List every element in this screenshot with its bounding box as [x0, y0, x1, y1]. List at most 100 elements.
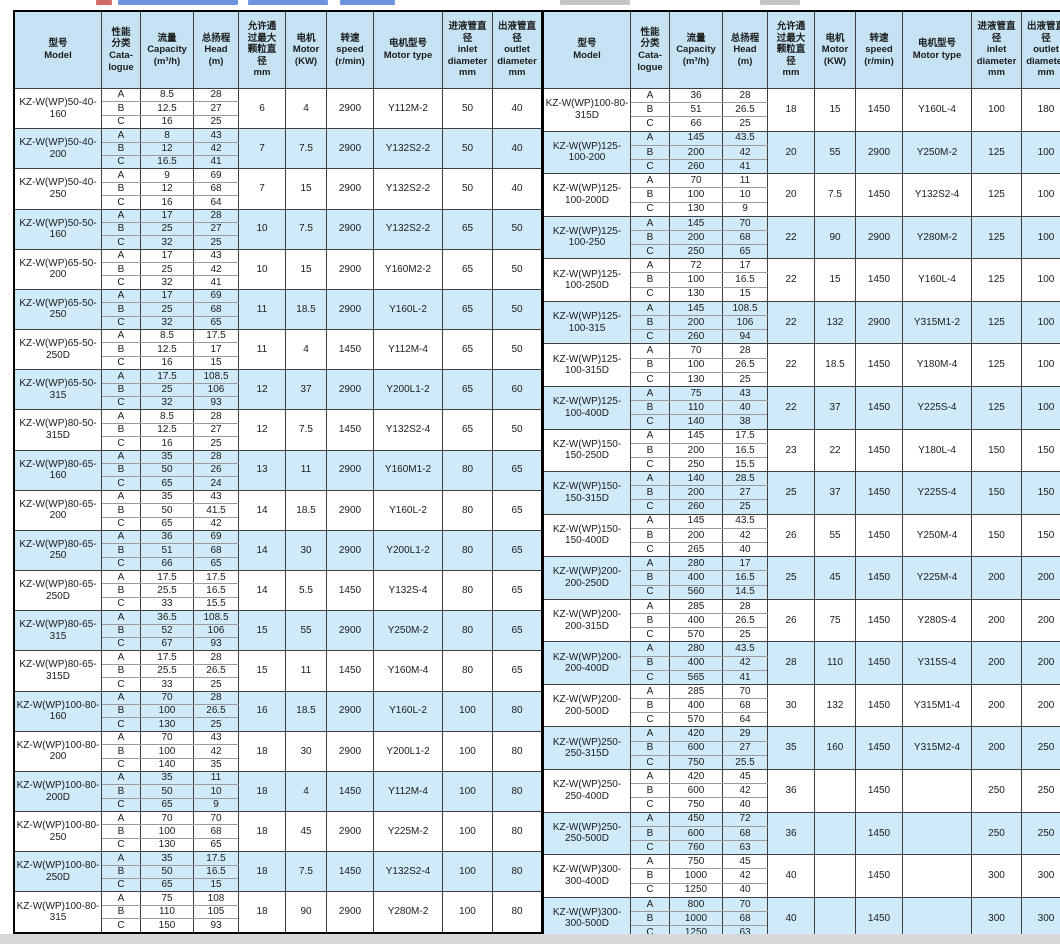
inlet-diameter-cell: 80 — [442, 449, 493, 491]
head-cell: 28 — [722, 598, 768, 614]
capacity-cell: 65 — [140, 878, 194, 893]
table-row: C 260 25 — [543, 499, 1060, 515]
inlet-diameter-cell: 250 — [971, 811, 1022, 856]
table-row: C 570 25 — [543, 627, 1060, 643]
catalogue-cell: B — [101, 543, 141, 558]
motor-type-cell: Y200L1-2 — [373, 369, 443, 411]
head-cell: 11 — [193, 770, 239, 786]
catalogue-cell: B — [101, 503, 141, 518]
particle-diameter-cell: 22 — [767, 343, 815, 387]
speed-cell: 1450 — [855, 343, 903, 387]
particle-diameter-cell: 14 — [238, 529, 286, 572]
table-row: C 32 41 — [14, 275, 542, 290]
motor-power-cell: 15 — [814, 88, 856, 132]
motor-power-cell: 18.5 — [285, 288, 327, 331]
speed-cell: 1450 — [326, 851, 374, 893]
model-cell: KZ-W(WP)100-80-315 — [13, 891, 102, 934]
model-cell: KZ-W(WP)125-100-200D — [542, 173, 631, 217]
capacity-cell: 1000 — [669, 910, 723, 927]
particle-diameter-cell: 40 — [767, 854, 815, 898]
column-header: 出液管直 径 outlet diameter mm — [492, 10, 543, 89]
head-cell: 42 — [193, 744, 239, 759]
capacity-cell: 130 — [669, 371, 723, 387]
capacity-cell: 35 — [140, 770, 194, 786]
motor-type-cell: Y132S2-4 — [373, 851, 443, 893]
particle-diameter-cell: 18 — [767, 88, 815, 132]
model-cell: KZ-W(WP)100-80-200 — [13, 730, 102, 772]
head-cell: 43 — [193, 489, 239, 505]
head-cell: 17 — [193, 342, 239, 357]
catalogue-cell: A — [101, 891, 141, 906]
head-cell: 28 — [193, 650, 239, 665]
table-row: B 100 16.5 — [543, 272, 1060, 288]
head-cell: 70 — [722, 215, 768, 231]
column-header: 总扬程 Head (m) — [722, 10, 768, 89]
table-row: KZ-W(WP)80-65-200 A 35 43 14 18.5 2900 Y160L-2 8… — [13, 489, 543, 531]
head-cell: 26.5 — [193, 703, 239, 719]
head-cell: 27 — [193, 422, 239, 438]
motor-type-cell — [902, 854, 972, 898]
capacity-cell: 17 — [140, 248, 194, 264]
capacity-cell: 12.5 — [140, 342, 194, 357]
model-cell: KZ-W(WP)125-100-315 — [542, 300, 631, 345]
table-row: C 140 35 — [14, 757, 542, 772]
catalogue-cell: C — [630, 329, 670, 345]
table-row: KZ-W(WP)300-300-500D A 800 70 40 1450 300 300 — [542, 896, 1060, 941]
head-cell: 28.5 — [722, 471, 768, 487]
table-row: C 130 25 — [543, 371, 1060, 387]
outlet-diameter-cell: 50 — [492, 208, 543, 250]
outlet-diameter-cell: 100 — [1021, 215, 1060, 260]
speed-cell: 2900 — [326, 288, 374, 331]
head-cell: 28 — [193, 208, 239, 223]
capacity-cell: 130 — [140, 717, 194, 732]
capacity-cell: 52 — [140, 623, 194, 639]
capacity-cell: 65 — [140, 516, 194, 531]
head-cell: 105 — [193, 904, 239, 920]
outlet-diameter-cell: 300 — [1021, 854, 1060, 898]
head-cell: 26.5 — [722, 102, 768, 118]
capacity-cell: 450 — [669, 811, 723, 827]
model-cell: KZ-W(WP)50-40-200 — [13, 128, 102, 170]
speed-cell: 1450 — [855, 513, 903, 558]
catalogue-cell: A — [630, 173, 670, 189]
speed-cell: 1450 — [855, 726, 903, 770]
capacity-cell: 145 — [669, 300, 723, 317]
table-row: C 260 41 — [543, 158, 1060, 175]
inlet-diameter-cell: 65 — [442, 369, 493, 411]
table-row: B 12 42 — [14, 141, 542, 156]
capacity-cell: 140 — [669, 414, 723, 430]
speed-cell: 2900 — [326, 529, 374, 572]
inlet-diameter-cell: 80 — [442, 610, 493, 652]
model-cell: KZ-W(WP)100-80-250D — [13, 851, 102, 893]
capacity-cell: 250 — [669, 456, 723, 473]
inlet-diameter-cell: 50 — [442, 168, 493, 210]
cropped-title-fragment — [96, 0, 112, 5]
column-header: 进液管直 径 inlet diameter mm — [442, 10, 493, 89]
catalogue-cell: A — [101, 248, 141, 264]
head-cell: 40 — [722, 400, 768, 416]
inlet-diameter-cell: 150 — [971, 428, 1022, 473]
speed-cell: 1450 — [855, 811, 903, 856]
table-row: B 12 68 — [14, 181, 542, 197]
outlet-diameter-cell: 65 — [492, 449, 543, 491]
table-row: B 51 26.5 — [543, 102, 1060, 118]
inlet-diameter-cell: 300 — [971, 854, 1022, 898]
model-cell: KZ-W(WP)65-50-200 — [13, 248, 102, 290]
particle-diameter-cell: 28 — [767, 641, 815, 685]
motor-type-cell: Y315S-4 — [902, 641, 972, 685]
catalogue-cell: B — [101, 141, 141, 156]
capacity-cell: 110 — [669, 400, 723, 416]
head-cell: 40 — [722, 797, 768, 813]
table-row: C 130 15 — [543, 286, 1060, 302]
outlet-diameter-cell: 80 — [492, 851, 543, 893]
column-header: 电机型号 Motor type — [373, 10, 443, 89]
head-cell: 17.5 — [193, 570, 239, 585]
catalogue-cell: A — [101, 128, 141, 143]
inlet-diameter-cell: 125 — [971, 258, 1022, 302]
table-row: B 12.5 27 — [14, 101, 542, 116]
table-row: KZ-W(WP)50-40-250 A 9 69 7 15 2900 Y132S2-2 50 40 — [13, 168, 543, 210]
motor-power-cell: 4 — [285, 329, 327, 371]
catalogue-cell: B — [101, 422, 141, 438]
head-cell: 28 — [193, 87, 239, 103]
head-cell: 25 — [722, 627, 768, 643]
